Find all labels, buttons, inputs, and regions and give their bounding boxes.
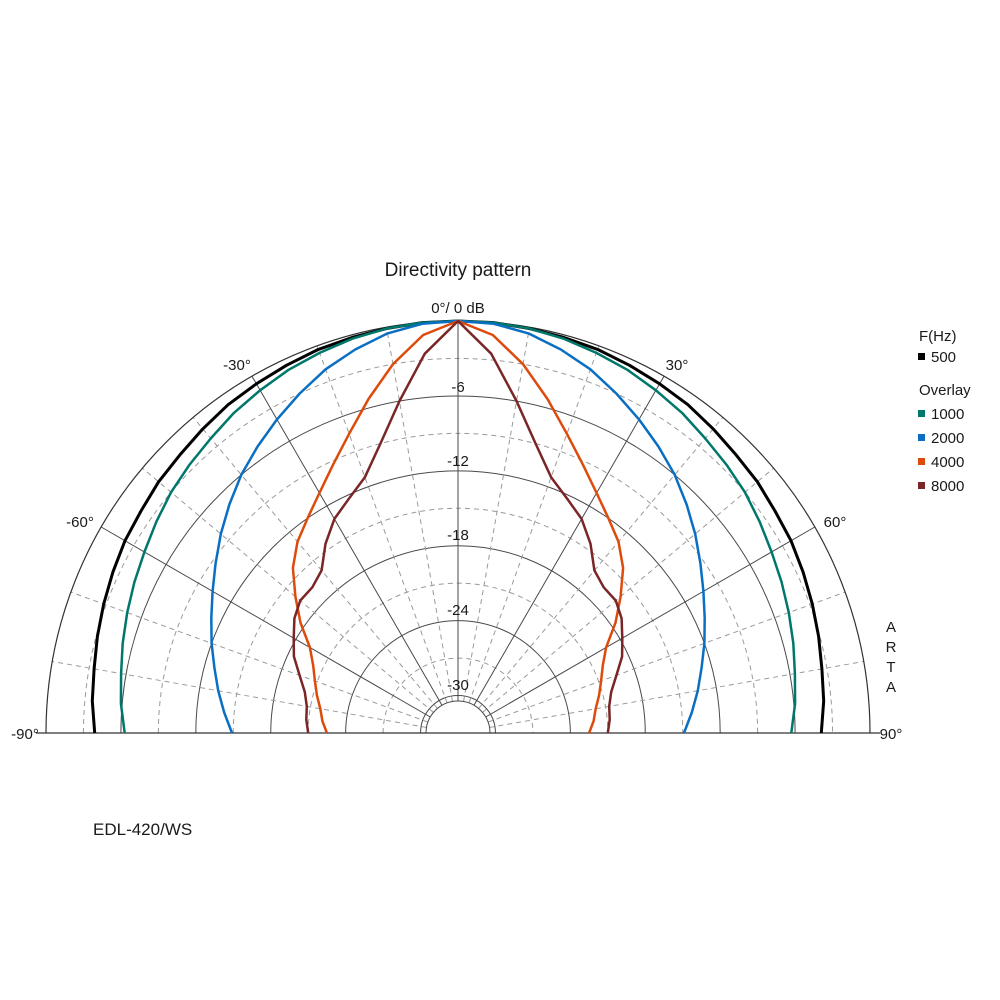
grid-spoke-major <box>251 375 443 706</box>
grid-spoke-minor <box>489 660 864 728</box>
grid-spoke-minor <box>468 345 600 704</box>
radial-label-18: -18 <box>447 527 469 544</box>
angle-label-neg60: -60° <box>66 514 94 531</box>
grid-spoke-minor <box>316 345 448 704</box>
legend-swatch-2000 <box>918 434 925 441</box>
grid-hub <box>425 700 491 734</box>
grid-spoke-minor <box>482 467 774 713</box>
model-label: EDL-420/WS <box>93 820 192 839</box>
grid-spoke-minor <box>192 417 438 709</box>
top-axis-label: 0°/ 0 dB <box>431 300 485 317</box>
angle-label-neg30: -30° <box>223 357 251 374</box>
grid-spoke-major <box>485 526 816 718</box>
legend-swatch-8000 <box>918 482 925 489</box>
legend-label-2000: 2000 <box>931 430 964 447</box>
angle-label-30: 30° <box>666 357 689 374</box>
legend-label-4000: 4000 <box>931 454 964 471</box>
radial-label-6: -6 <box>451 379 464 396</box>
grid-spoke-major <box>473 375 665 706</box>
grid-spoke-minor <box>385 327 453 702</box>
legend-overlay-header: Overlay <box>919 382 971 399</box>
polar-grid <box>36 320 880 734</box>
radial-label-12: -12 <box>447 453 469 470</box>
series-line-8000 <box>292 319 624 734</box>
angle-label-90: 90° <box>880 726 903 743</box>
legend-swatch-500 <box>918 353 925 360</box>
legend-label-1000: 1000 <box>931 406 964 423</box>
legend-swatch-4000 <box>918 458 925 465</box>
chart-title: Directivity pattern <box>385 260 532 281</box>
grid-spoke-minor <box>487 591 846 723</box>
legend-label-8000: 8000 <box>931 478 964 495</box>
angle-label-neg90: -90° <box>11 726 39 743</box>
label-group: Directivity pattern 0°/ 0 dB -90° -60° -… <box>11 260 971 839</box>
grid-spoke-minor <box>463 327 531 702</box>
grid-spoke-minor <box>478 417 724 709</box>
legend-header: F(Hz) <box>919 328 957 345</box>
radial-label-24: -24 <box>447 602 469 619</box>
grid-spoke-major <box>100 526 431 718</box>
grid-spoke-minor <box>142 467 434 713</box>
grid-spoke-minor <box>52 660 427 728</box>
radial-label-30: -30 <box>447 677 469 694</box>
series-group <box>90 319 826 734</box>
grid-spoke-minor <box>70 591 429 723</box>
legend-label-500: 500 <box>931 349 956 366</box>
angle-label-60: 60° <box>824 514 847 531</box>
legend-swatch-1000 <box>918 410 925 417</box>
